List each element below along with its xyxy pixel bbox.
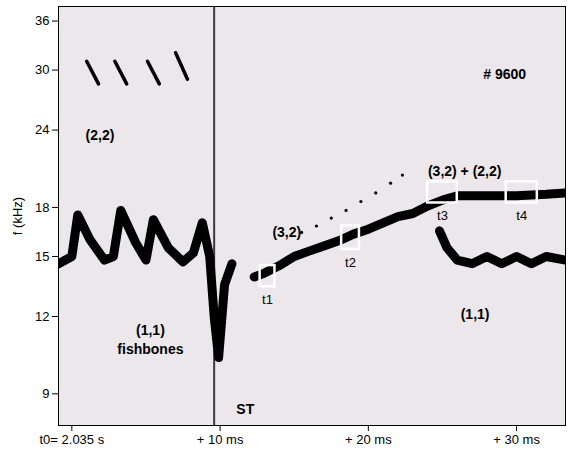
svg-text:+ 10 ms: + 10 ms	[197, 432, 244, 447]
svg-text:30: 30	[35, 62, 49, 77]
svg-text:(1,1): (1,1)	[461, 306, 490, 322]
svg-text:18: 18	[35, 200, 49, 215]
svg-text:(3,2): (3,2)	[272, 224, 301, 240]
svg-text:t3: t3	[437, 208, 448, 223]
svg-text:t0= 2.035 s: t0= 2.035 s	[39, 432, 104, 447]
svg-text:t4: t4	[516, 208, 527, 223]
svg-text:t1: t1	[262, 292, 273, 307]
svg-text:t2: t2	[345, 255, 356, 270]
svg-text:+ 30 ms: + 30 ms	[493, 432, 540, 447]
svg-text:# 9600: # 9600	[483, 66, 526, 82]
svg-text:fishbones: fishbones	[117, 341, 183, 357]
svg-text:ST: ST	[236, 401, 254, 417]
svg-text:15: 15	[35, 249, 49, 264]
svg-text:+ 20 ms: + 20 ms	[345, 432, 392, 447]
svg-text:f (kHz): f (kHz)	[10, 197, 25, 235]
svg-text:(3,2) + (2,2): (3,2) + (2,2)	[428, 163, 502, 179]
svg-text:(2,2): (2,2)	[86, 127, 115, 143]
svg-text:(1,1): (1,1)	[136, 322, 165, 338]
svg-text:36: 36	[35, 13, 49, 28]
svg-text:24: 24	[35, 122, 49, 137]
svg-text:9: 9	[42, 386, 49, 401]
svg-text:12: 12	[35, 309, 49, 324]
